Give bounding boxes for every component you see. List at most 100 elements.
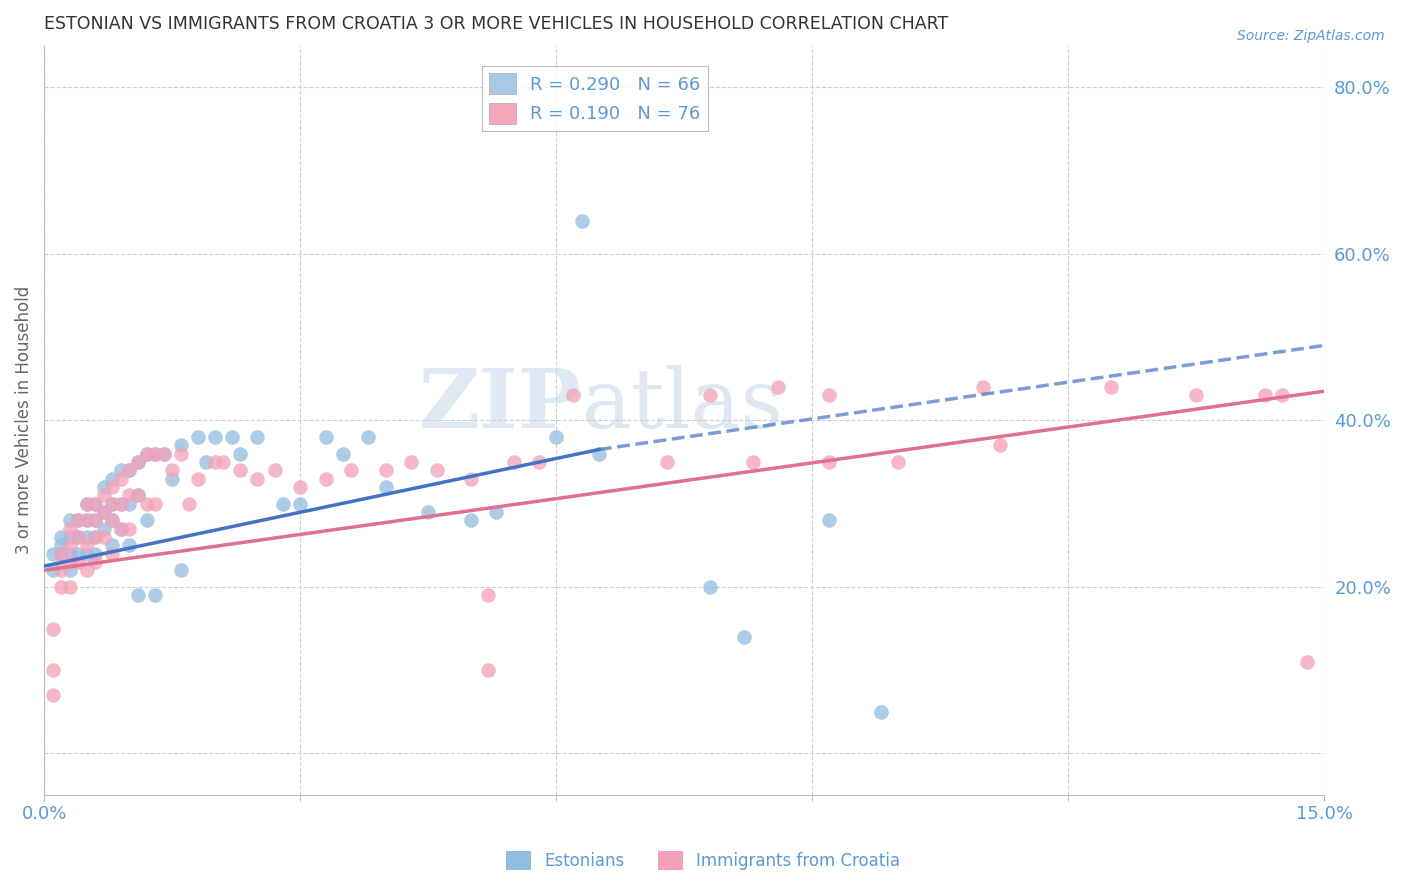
- Point: [204, 455, 226, 469]
- Point: [562, 388, 585, 402]
- Point: [187, 472, 209, 486]
- Point: [127, 488, 149, 502]
- Point: [41, 547, 63, 561]
- Point: [41, 688, 63, 702]
- Legend: Estonians, Immigrants from Croatia: Estonians, Immigrants from Croatia: [499, 844, 907, 877]
- Point: [1099, 380, 1122, 394]
- Point: [101, 538, 124, 552]
- Point: [110, 472, 132, 486]
- Point: [972, 380, 994, 394]
- Point: [477, 588, 499, 602]
- Point: [818, 388, 841, 402]
- Point: [51, 530, 73, 544]
- Point: [477, 663, 499, 677]
- Point: [51, 547, 73, 561]
- Point: [374, 480, 396, 494]
- Point: [135, 447, 157, 461]
- Point: [288, 480, 311, 494]
- Text: atlas: atlas: [582, 366, 785, 445]
- Point: [76, 497, 98, 511]
- Point: [110, 522, 132, 536]
- Point: [127, 455, 149, 469]
- Point: [502, 455, 524, 469]
- Point: [418, 505, 440, 519]
- Point: [76, 513, 98, 527]
- Point: [263, 463, 285, 477]
- Point: [1185, 388, 1208, 402]
- Point: [118, 522, 141, 536]
- Point: [1296, 655, 1319, 669]
- Point: [93, 522, 115, 536]
- Point: [988, 438, 1011, 452]
- Point: [869, 705, 891, 719]
- Point: [84, 513, 107, 527]
- Point: [170, 447, 193, 461]
- Point: [51, 580, 73, 594]
- Point: [84, 497, 107, 511]
- Point: [93, 488, 115, 502]
- Point: [212, 455, 235, 469]
- Text: ZIP: ZIP: [419, 366, 582, 445]
- Point: [399, 455, 422, 469]
- Point: [135, 447, 157, 461]
- Point: [84, 497, 107, 511]
- Point: [110, 522, 132, 536]
- Point: [886, 455, 908, 469]
- Point: [229, 463, 252, 477]
- Point: [246, 472, 269, 486]
- Point: [93, 530, 115, 544]
- Point: [818, 455, 841, 469]
- Point: [59, 538, 82, 552]
- Point: [118, 538, 141, 552]
- Point: [170, 438, 193, 452]
- Point: [332, 447, 354, 461]
- Point: [657, 455, 679, 469]
- Legend: R = 0.290   N = 66, R = 0.190   N = 76: R = 0.290 N = 66, R = 0.190 N = 76: [481, 66, 707, 131]
- Point: [110, 497, 132, 511]
- Point: [76, 547, 98, 561]
- Point: [160, 463, 183, 477]
- Point: [127, 588, 149, 602]
- Point: [59, 555, 82, 569]
- Point: [135, 513, 157, 527]
- Point: [51, 538, 73, 552]
- Point: [127, 455, 149, 469]
- Point: [84, 555, 107, 569]
- Y-axis label: 3 or more Vehicles in Household: 3 or more Vehicles in Household: [15, 286, 32, 555]
- Point: [118, 463, 141, 477]
- Point: [101, 497, 124, 511]
- Point: [485, 505, 508, 519]
- Point: [460, 472, 482, 486]
- Point: [84, 547, 107, 561]
- Point: [67, 547, 90, 561]
- Point: [699, 580, 721, 594]
- Point: [315, 472, 337, 486]
- Point: [135, 497, 157, 511]
- Point: [118, 488, 141, 502]
- Point: [152, 447, 174, 461]
- Point: [195, 455, 218, 469]
- Point: [733, 630, 755, 644]
- Point: [221, 430, 243, 444]
- Point: [84, 530, 107, 544]
- Point: [127, 488, 149, 502]
- Point: [374, 463, 396, 477]
- Point: [84, 530, 107, 544]
- Point: [571, 213, 593, 227]
- Point: [546, 430, 568, 444]
- Point: [204, 430, 226, 444]
- Point: [101, 547, 124, 561]
- Point: [152, 447, 174, 461]
- Point: [59, 547, 82, 561]
- Point: [460, 513, 482, 527]
- Point: [59, 530, 82, 544]
- Point: [76, 538, 98, 552]
- Point: [110, 463, 132, 477]
- Point: [93, 505, 115, 519]
- Point: [76, 530, 98, 544]
- Point: [67, 530, 90, 544]
- Point: [143, 447, 166, 461]
- Point: [101, 513, 124, 527]
- Point: [588, 447, 610, 461]
- Point: [160, 472, 183, 486]
